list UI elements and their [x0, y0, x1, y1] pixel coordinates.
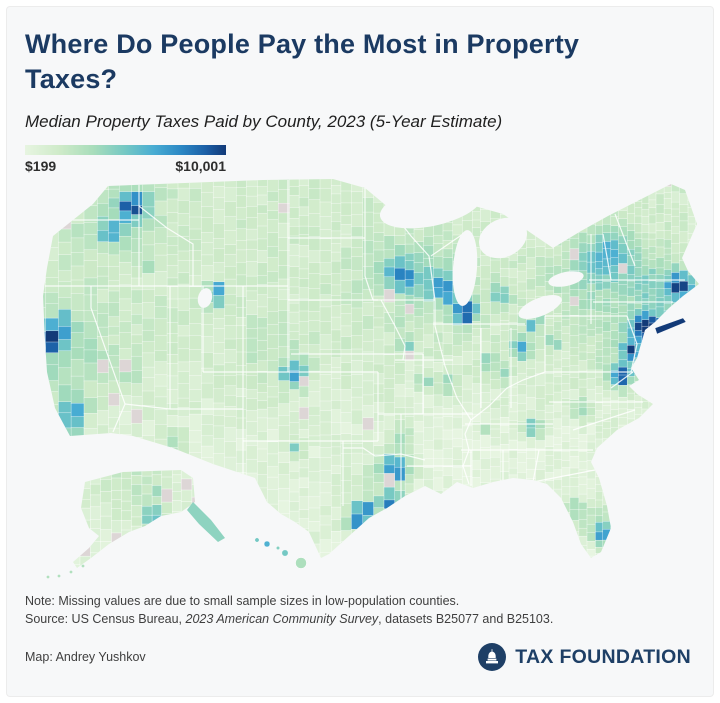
- legend-min-label: $199: [25, 158, 57, 174]
- note-text: Note: Missing values are due to small sa…: [25, 594, 460, 608]
- page-title: Where Do People Pay the Most in Property…: [25, 29, 580, 94]
- alaska-cells: [73, 470, 195, 568]
- us-county-choropleth-map: [33, 176, 703, 588]
- aleutian-island: [46, 575, 50, 579]
- aleutian-island: [69, 570, 73, 574]
- aleutian-island: [57, 574, 61, 578]
- capitol-icon: [478, 643, 507, 671]
- choropleth-svg: [43, 179, 699, 579]
- long-island: [654, 317, 687, 335]
- state-borders: [45, 180, 685, 506]
- alaska-panhandle: [187, 502, 225, 542]
- infographic-card: Where Do People Pay the Most in Property…: [6, 6, 714, 697]
- footer: Note: Missing values are due to small sa…: [25, 592, 695, 672]
- legend-gradient-bar: [25, 145, 226, 155]
- color-legend: $199 $10,001: [25, 145, 226, 174]
- legend-labels: $199 $10,001: [25, 158, 226, 174]
- subtitle: Median Property Taxes Paid by County, 20…: [25, 112, 503, 131]
- source-text: Source: US Census Bureau, 2023 American …: [25, 612, 554, 626]
- map-credit: Map: Andrey Yushkov: [25, 650, 146, 664]
- legend-max-label: $10,001: [175, 158, 226, 174]
- great-lakes: [197, 183, 584, 319]
- aleutian-island: [81, 564, 85, 568]
- logo-wordmark: TAX FOUNDATION: [515, 646, 691, 668]
- hawaii-islands: [254, 537, 307, 569]
- tax-foundation-logo: TAX FOUNDATION: [477, 642, 691, 672]
